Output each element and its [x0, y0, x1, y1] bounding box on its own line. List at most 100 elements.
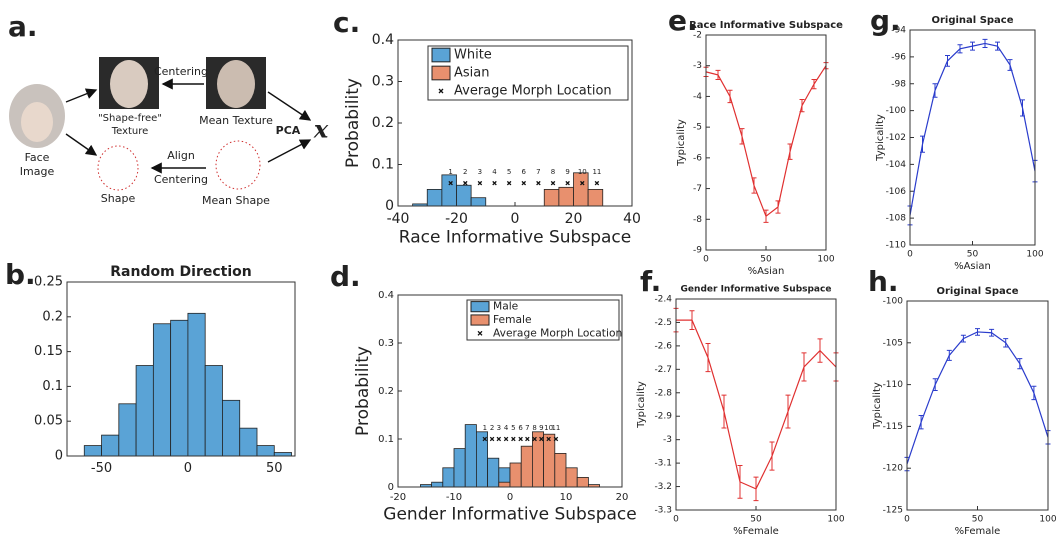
- y-tick-label: 0.25: [34, 275, 63, 290]
- y-tick-label: -102: [886, 133, 906, 143]
- morph-point: [482, 436, 488, 442]
- error-bar: [689, 310, 695, 330]
- legend-marker: [477, 330, 483, 336]
- bar: [152, 323, 172, 457]
- error-bar: [920, 135, 925, 153]
- node-label: Face: [25, 151, 50, 164]
- edge-label: PCA: [276, 124, 301, 137]
- edge-label: Align: [167, 149, 195, 162]
- legend: [427, 45, 629, 101]
- morph-point-label: 3: [497, 424, 501, 432]
- error-bar: [945, 55, 950, 67]
- node-label: Texture: [111, 126, 149, 137]
- morph-point-label: 6: [518, 424, 523, 432]
- x-tick-label: -50: [91, 461, 112, 476]
- morph-point: [553, 436, 559, 442]
- x-tick-label: 50: [972, 515, 984, 525]
- chart: g. Original Space %Asian Typicality -110 -108…: [870, 4, 1044, 272]
- y-tick-label: -125: [883, 506, 903, 516]
- bar: [135, 365, 154, 457]
- y-tick-label: -3.3: [654, 506, 672, 516]
- x-axis-label: %Asian: [748, 266, 785, 277]
- bar: [470, 197, 487, 207]
- y-tick-label: 0.1: [42, 379, 63, 394]
- y-tick-label: -100: [886, 106, 907, 116]
- error-bar: [975, 328, 980, 336]
- x-axis-label: Gender Informative Subspace: [383, 505, 636, 525]
- bar: [101, 434, 120, 457]
- morph-point: [539, 436, 544, 442]
- y-tick-label: -94: [891, 26, 906, 36]
- legend-marker: [438, 88, 444, 94]
- line: [705, 65, 827, 218]
- morph-point-label: 11: [551, 424, 560, 432]
- panel-label: f.: [640, 265, 661, 298]
- x-tick-label: 50: [967, 250, 979, 260]
- panel-label: b.: [5, 258, 36, 291]
- x-tick-label: -20: [390, 492, 406, 503]
- bar: [222, 399, 241, 457]
- morph-point-label: 10: [544, 424, 553, 432]
- y-tick-label: -2.6: [654, 341, 672, 351]
- error-bar: [739, 128, 745, 145]
- error-bar: [1003, 338, 1009, 348]
- error-bar: [970, 41, 975, 51]
- axes-frame: [675, 298, 837, 511]
- chart-title: Race Informative Subspace: [689, 20, 843, 31]
- legend-swatch: [431, 65, 451, 81]
- bar: [431, 481, 444, 488]
- error-bar: [989, 328, 995, 337]
- bar: [441, 174, 457, 207]
- node-label: Image: [20, 165, 55, 178]
- morph-point: [511, 436, 516, 442]
- x-tick-label: -10: [446, 492, 462, 503]
- error-bar: [946, 349, 952, 361]
- shape-points: [215, 140, 261, 190]
- morph-point: [532, 436, 537, 442]
- morph-point-label: 3: [478, 168, 482, 176]
- legend-swatch: [431, 47, 451, 63]
- axes-frame: [906, 300, 1049, 511]
- morph-point: [546, 436, 551, 442]
- y-tick-label: -100: [883, 297, 904, 307]
- chart: e.Race Informative Subspace %Asian Typical…: [668, 4, 843, 277]
- y-axis-label: Typicality: [676, 119, 687, 167]
- y-tick-label: 0.1: [378, 434, 394, 445]
- x-tick-label: 0: [507, 492, 513, 503]
- y-tick-label: 0.2: [372, 115, 394, 131]
- bar: [464, 424, 477, 488]
- panel-label: d.: [330, 260, 361, 293]
- y-tick-label: -2.7: [654, 365, 672, 375]
- y-tick-label: 0.4: [372, 32, 394, 48]
- x-axis-label: %Asian: [954, 261, 991, 272]
- y-tick-label: -108: [886, 214, 907, 224]
- morph-point-label: 2: [463, 168, 467, 176]
- morph-point: [477, 180, 483, 186]
- error-bar: [957, 44, 963, 54]
- bar: [543, 188, 560, 207]
- morph-point: [506, 180, 512, 186]
- x-tick-label: 50: [760, 255, 772, 265]
- legend-label: Asian: [454, 66, 489, 81]
- bar: [239, 427, 258, 457]
- bar: [576, 476, 589, 488]
- y-tick-label: -5: [693, 123, 702, 133]
- y-tick-label: -4: [693, 92, 702, 102]
- error-bar: [721, 394, 727, 429]
- y-tick-label: -2.8: [654, 388, 672, 398]
- legend-label: Female: [493, 313, 532, 326]
- error-bar: [811, 79, 817, 90]
- error-bar: [960, 334, 966, 343]
- x-tick-label: 0: [703, 255, 709, 265]
- y-tick-label: -3.1: [654, 459, 672, 469]
- y-tick-label: 0.15: [34, 344, 63, 359]
- morph-point: [518, 436, 523, 442]
- x-tick-label: 10: [560, 492, 573, 503]
- x-tick-label: 50: [266, 461, 283, 476]
- error-bar: [1017, 358, 1023, 370]
- morph-point-label: 7: [536, 168, 540, 176]
- y-tick-label: -120: [883, 464, 904, 474]
- y-axis-label: Typicality: [636, 381, 647, 429]
- y-tick-label: 0.3: [378, 338, 394, 349]
- morph-point-label: 6: [522, 168, 527, 176]
